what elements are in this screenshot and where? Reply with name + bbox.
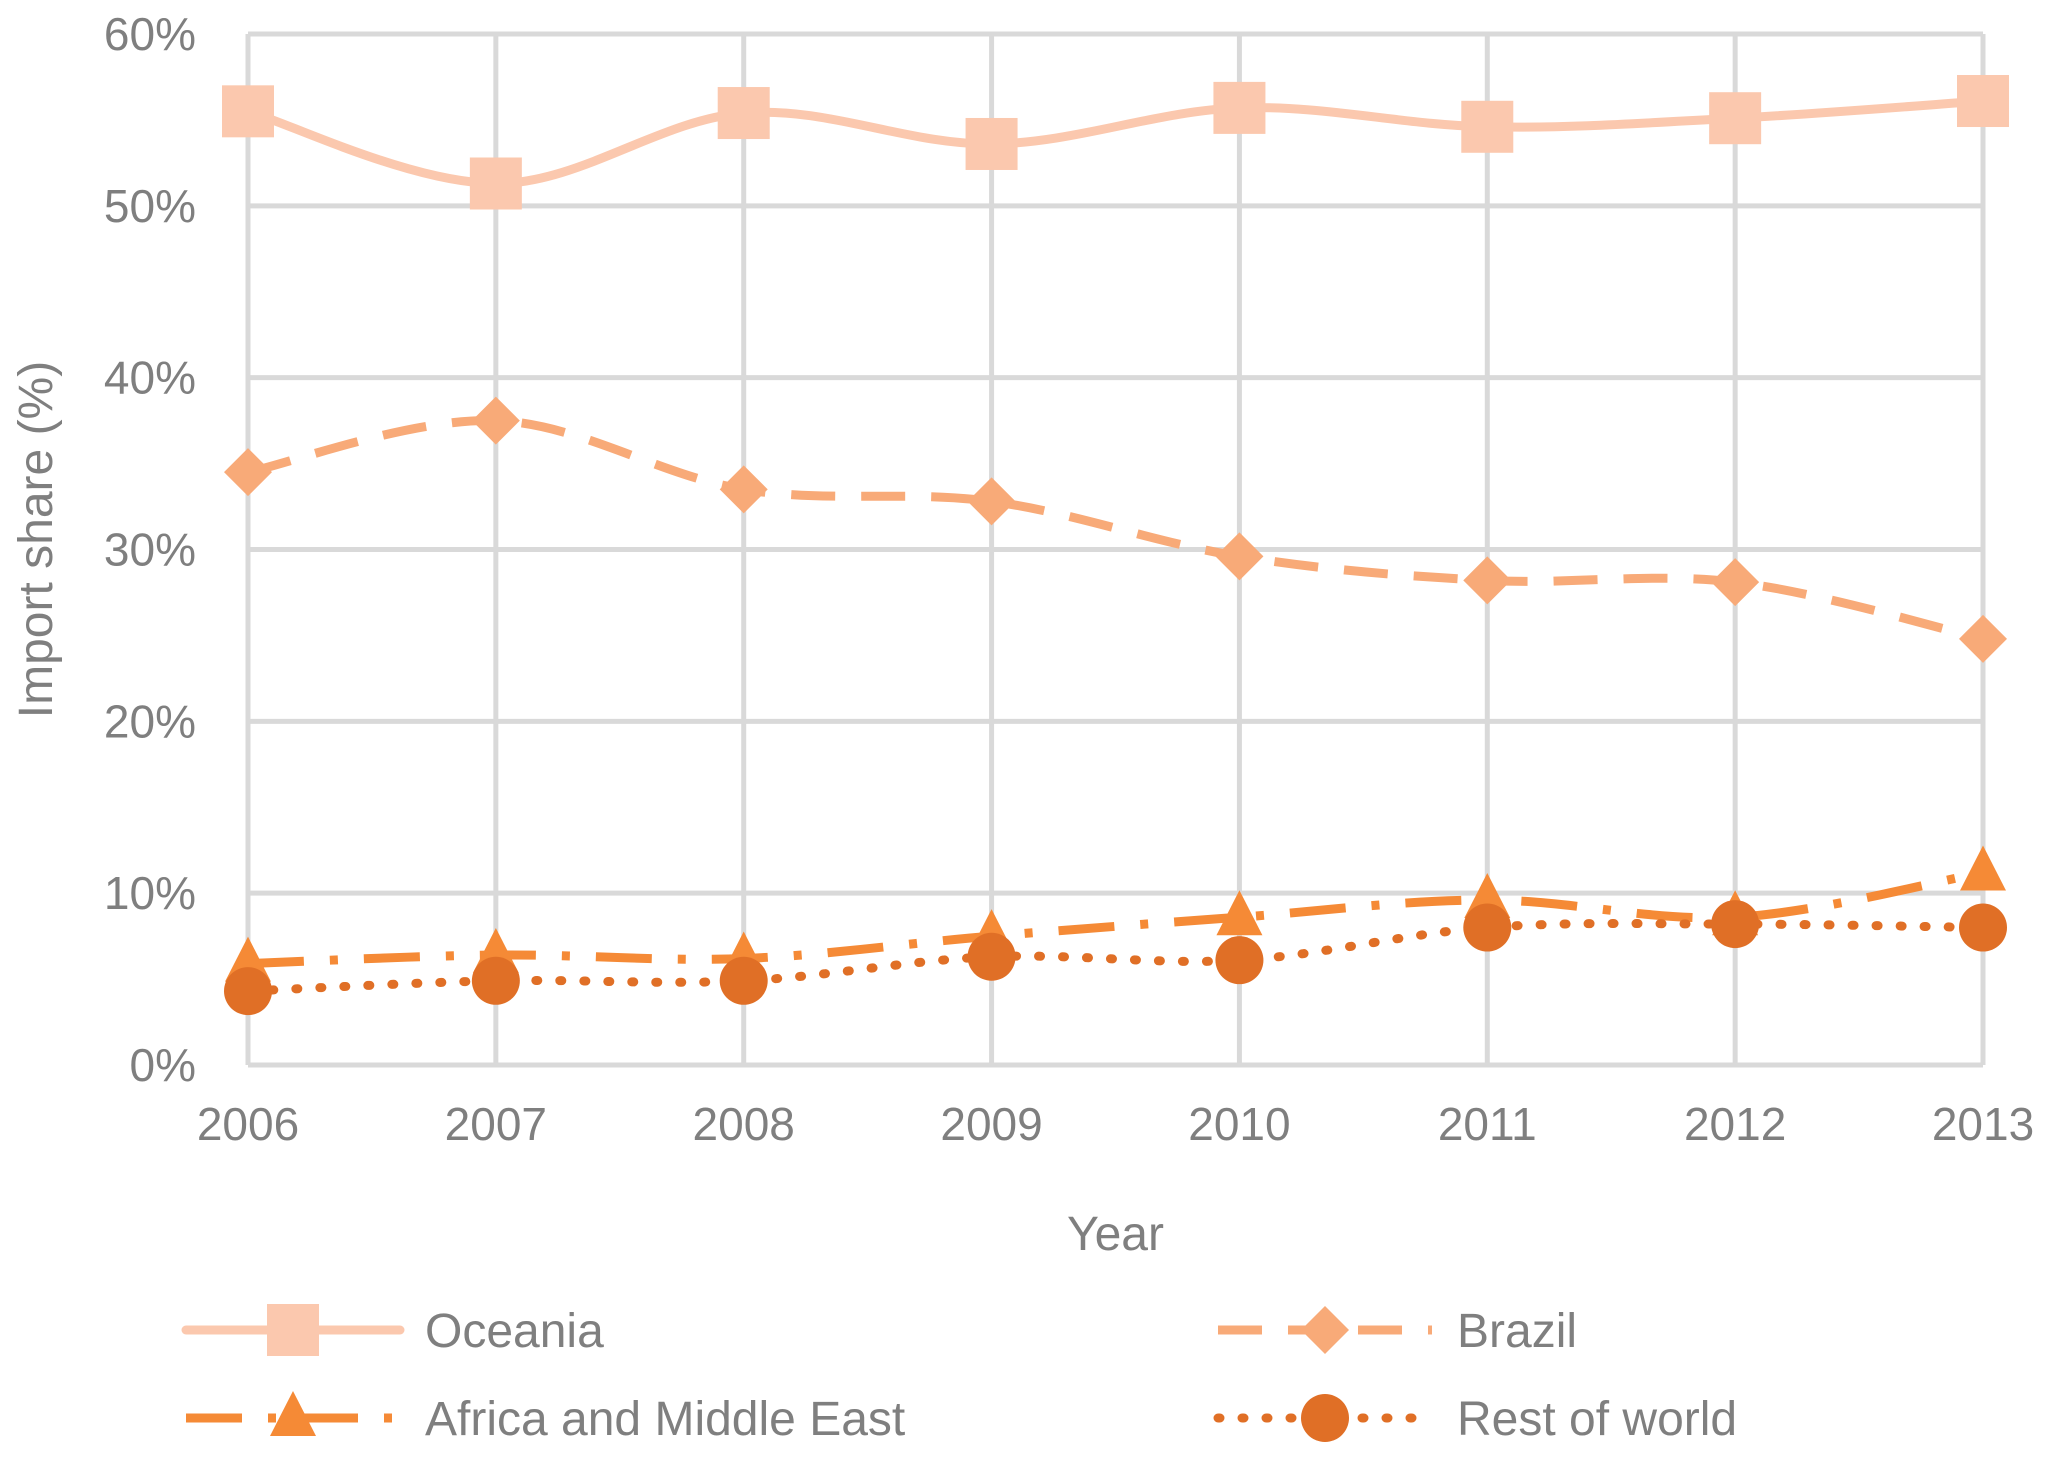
y-tick-label: 20% <box>104 695 196 747</box>
legend-entry-africa-and-middle-east: Africa and Middle East <box>186 1391 905 1446</box>
legend-label: Brazil <box>1457 1305 1577 1358</box>
data-point-rest-of-world <box>1463 903 1512 952</box>
data-point-oceania <box>222 85 274 138</box>
x-tick-label: 2009 <box>940 1098 1042 1150</box>
legend-entry-rest-of-world: Rest of world <box>1213 1393 1737 1446</box>
data-point-oceania <box>1709 92 1762 145</box>
y-tick-label: 40% <box>104 352 196 404</box>
x-tick-label: 2011 <box>1438 1098 1537 1150</box>
series-rest-of-world <box>224 900 2007 1016</box>
legend-label: Africa and Middle East <box>425 1393 905 1446</box>
legend-marker <box>270 1391 316 1436</box>
data-point-brazil <box>1711 558 1760 607</box>
y-tick-label: 60% <box>104 8 196 60</box>
y-axis-title: Import share (%) <box>10 361 63 718</box>
data-point-rest-of-world <box>1959 903 2007 952</box>
data-point-africa-and-middle-east <box>1216 890 1263 936</box>
data-point-oceania <box>469 157 522 210</box>
x-tick-label: 2012 <box>1684 1098 1786 1150</box>
legend-marker <box>267 1304 319 1356</box>
data-point-brazil <box>1959 614 2007 663</box>
data-point-oceania <box>965 117 1018 170</box>
legend-marker <box>1301 1394 1349 1442</box>
data-point-brazil <box>1463 556 1512 605</box>
series-brazil <box>224 396 2007 663</box>
data-point-rest-of-world <box>1215 936 1264 985</box>
y-tick-label: 10% <box>104 867 196 919</box>
data-point-oceania <box>1461 100 1514 153</box>
y-tick-label: 0% <box>130 1039 196 1091</box>
y-tick-label: 50% <box>104 180 196 232</box>
y-tick-label: 30% <box>104 524 196 576</box>
data-point-brazil <box>1215 532 1264 581</box>
data-point-rest-of-world <box>1711 900 1760 949</box>
legend-label: Oceania <box>425 1305 604 1358</box>
data-point-brazil <box>719 465 768 514</box>
legend-entry-oceania: Oceania <box>181 1304 604 1358</box>
data-point-oceania <box>1957 75 2009 128</box>
data-point-rest-of-world <box>471 956 520 1005</box>
data-point-rest-of-world <box>967 932 1016 981</box>
x-tick-label: 2013 <box>1932 1098 2034 1150</box>
axes: 0% 10% 20% 30% 40% 50% 60% 2006 2007 2008 2009 2010… <box>104 8 2034 1150</box>
x-tick-label: 2010 <box>1188 1098 1290 1150</box>
data-point-rest-of-world <box>719 956 768 1005</box>
data-point-africa-and-middle-east <box>1960 845 2006 891</box>
series-oceania <box>222 75 2009 210</box>
legend-entry-brazil: Brazil <box>1218 1305 1577 1358</box>
data-point-brazil <box>967 477 1016 526</box>
data-point-brazil <box>471 396 520 445</box>
legend-marker <box>1301 1306 1349 1354</box>
x-axis-title: Year <box>1067 1208 1164 1261</box>
x-tick-label: 2008 <box>693 1098 795 1150</box>
data-point-oceania <box>1213 81 1266 134</box>
data-point-brazil <box>224 448 272 497</box>
series-line-rest-of-world <box>243 919 1988 996</box>
series-line-africa-and-middle-east <box>247 868 1984 969</box>
x-tick-label: 2006 <box>197 1098 299 1150</box>
legend: Oceania Brazil Africa and Middle East Rest … <box>181 1304 1737 1446</box>
series-layer <box>222 75 2009 1016</box>
data-point-oceania <box>717 87 770 140</box>
series-line-brazil <box>247 416 1985 644</box>
data-point-rest-of-world <box>224 967 272 1016</box>
x-tick-label: 2007 <box>445 1098 547 1150</box>
legend-label: Rest of world <box>1457 1393 1737 1446</box>
